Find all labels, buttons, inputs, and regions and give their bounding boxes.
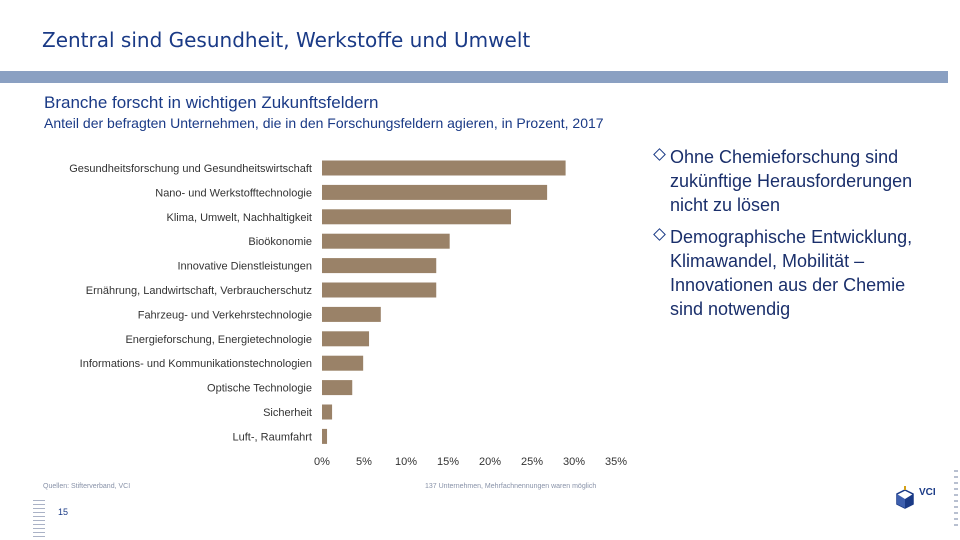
bar (322, 209, 511, 225)
vci-logo-text: VCI (919, 487, 936, 498)
category-label: Nano- und Werkstofftechnologie (155, 187, 312, 199)
category-label: Optische Technologie (207, 383, 312, 395)
x-tick-label: 25% (521, 456, 543, 468)
chart-subtitle: Branche forscht in wichtigen Zukunftsfel… (44, 93, 379, 112)
note-text: Ohne Chemieforschung sind zukünftige Her… (670, 147, 913, 215)
edge-decoration (954, 470, 958, 530)
note-item: Ohne Chemieforschung sind zukünftige Her… (648, 145, 938, 217)
bar (322, 404, 333, 420)
bar (322, 428, 328, 444)
diamond-bullet-icon (648, 225, 670, 321)
x-tick-label: 0% (314, 456, 330, 468)
title-divider (0, 71, 960, 83)
bar (322, 233, 450, 249)
footer-lines-decoration (33, 500, 45, 538)
category-label: Fahrzeug- und Verkehrstechnologie (138, 309, 312, 321)
bar (322, 331, 370, 347)
category-label: Energieforschung, Energietechnologie (125, 334, 312, 346)
category-label: Innovative Dienstleistungen (177, 261, 312, 273)
divider-notch (948, 71, 960, 83)
note-item: Demographische Entwicklung, Klimawandel,… (648, 225, 938, 321)
category-label: Ernährung, Landwirtschaft, Verbrauchersc… (86, 285, 312, 297)
bar (322, 184, 548, 200)
sample-footnote: 137 Unternehmen, Mehrfachnennungen waren… (425, 483, 597, 490)
x-tick-label: 5% (356, 456, 372, 468)
category-label: Klima, Umwelt, Nachhaltigkeit (167, 212, 313, 224)
x-tick-label: 20% (479, 456, 501, 468)
bar (322, 160, 566, 176)
x-tick-label: 15% (437, 456, 459, 468)
source-note: Quellen: Stifterverband, VCI (43, 483, 131, 490)
bar (322, 380, 353, 396)
category-label: Luft-, Raumfahrt (233, 431, 312, 443)
notes-list: Ohne Chemieforschung sind zukünftige Her… (648, 145, 938, 329)
category-label: Informations- und Kommunikationstechnolo… (80, 358, 312, 370)
vci-logo-icon (896, 486, 914, 509)
category-label: Gesundheitsforschung und Gesundheitswirt… (69, 163, 312, 175)
x-tick-label: 30% (563, 456, 585, 468)
page-number: 15 (58, 507, 69, 517)
bar (322, 306, 381, 322)
slide-title: Zentral sind Gesundheit, Werkstoffe und … (42, 28, 531, 52)
x-tick-label: 35% (605, 456, 627, 468)
bar (322, 355, 364, 371)
x-tick-label: 10% (395, 456, 417, 468)
diamond-bullet-icon (648, 145, 670, 217)
bar (322, 282, 437, 298)
category-label: Sicherheit (263, 407, 312, 419)
bar (322, 258, 437, 274)
note-text: Demographische Entwicklung, Klimawandel,… (670, 227, 913, 319)
category-label: Bioökonomie (248, 236, 312, 248)
chart-description: Anteil der befragten Unternehmen, die in… (44, 115, 604, 131)
